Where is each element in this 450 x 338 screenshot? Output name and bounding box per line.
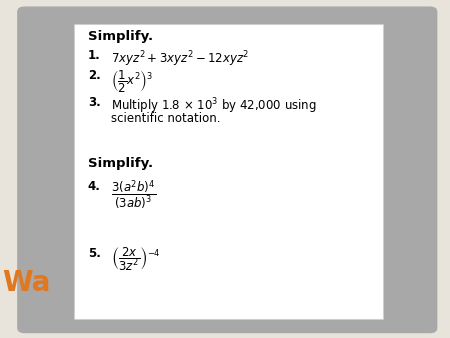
- Text: $\left(\dfrac{2x}{3z^2}\right)^{-4}$: $\left(\dfrac{2x}{3z^2}\right)^{-4}$: [111, 245, 161, 273]
- Text: Simplify.: Simplify.: [88, 157, 153, 170]
- Text: 4.: 4.: [88, 180, 101, 193]
- Text: $\dfrac{3(a^2b)^4}{(3ab)^3}$: $\dfrac{3(a^2b)^4}{(3ab)^3}$: [111, 178, 156, 212]
- FancyBboxPatch shape: [74, 24, 382, 319]
- Text: $\left(\dfrac{1}{2}x^2\right)^3$: $\left(\dfrac{1}{2}x^2\right)^3$: [111, 68, 153, 94]
- Text: $7xyz^2 + 3xyz^2 - 12xyz^2$: $7xyz^2 + 3xyz^2 - 12xyz^2$: [111, 49, 249, 69]
- Text: 5.: 5.: [88, 247, 101, 260]
- Text: Simplify.: Simplify.: [88, 30, 153, 43]
- FancyBboxPatch shape: [16, 5, 439, 335]
- Text: scientific notation.: scientific notation.: [111, 112, 220, 124]
- Text: Multiply 1.8 $\times$ 10$^3$ by 42,000 using: Multiply 1.8 $\times$ 10$^3$ by 42,000 u…: [111, 96, 317, 116]
- Text: Wa: Wa: [2, 269, 50, 297]
- Text: 3.: 3.: [88, 96, 100, 109]
- Text: 2.: 2.: [88, 69, 100, 82]
- Text: 1.: 1.: [88, 49, 100, 62]
